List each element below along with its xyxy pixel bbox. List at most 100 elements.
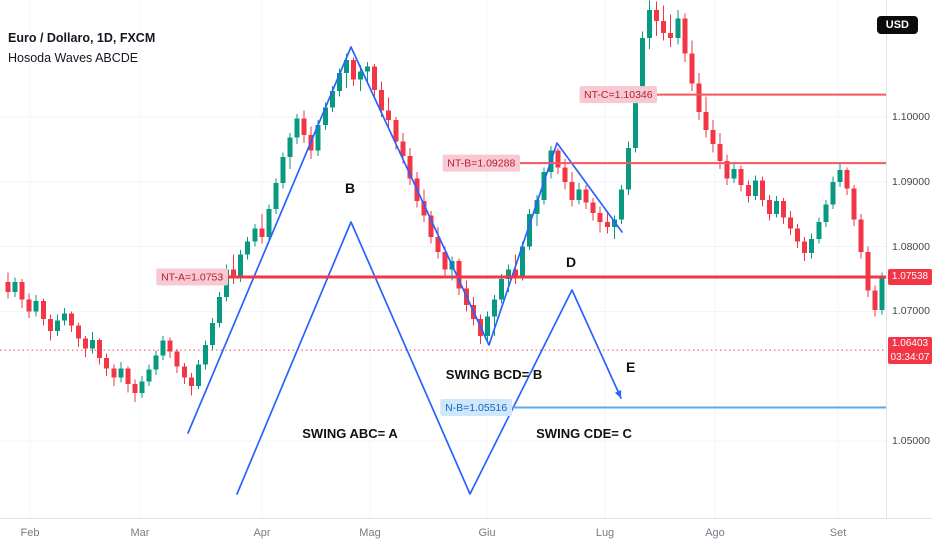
candle-body — [506, 269, 512, 279]
candle-body — [259, 228, 265, 237]
price-wave[interactable] — [187, 46, 623, 434]
candle-body — [428, 215, 434, 237]
candle-body — [188, 377, 194, 386]
candle-body — [611, 219, 617, 228]
candle-body — [809, 238, 815, 254]
level-label-bg-NT-B — [442, 154, 520, 172]
candle-body — [745, 185, 751, 197]
candle-body — [358, 71, 363, 80]
candle-body — [217, 297, 222, 324]
price-tick: 1.09000 — [892, 175, 930, 188]
candle-body — [689, 53, 695, 84]
candle-body — [435, 236, 441, 252]
swing-annotation: SWING ABC= A — [302, 426, 398, 441]
level-label-NT-A: NT-A=1.0753 — [161, 272, 223, 284]
candle-body — [442, 251, 448, 270]
projection-wave[interactable] — [236, 221, 622, 495]
candle-body — [407, 155, 413, 179]
candle-body — [710, 129, 716, 145]
candle-body — [830, 181, 836, 205]
candle-body — [513, 269, 519, 278]
candle-body — [872, 290, 878, 311]
candle-body — [365, 66, 371, 72]
candle-body — [47, 319, 53, 331]
candle-body — [266, 209, 272, 237]
wave-letter-B: B — [345, 180, 355, 196]
candle-body — [823, 204, 829, 222]
candle-body — [372, 66, 378, 90]
level-label-NT-B: NT-B=1.09288 — [447, 158, 515, 170]
candle-body — [231, 269, 237, 278]
candle-body — [273, 183, 279, 210]
candle-body — [640, 37, 645, 92]
candle-body — [781, 201, 786, 218]
candle-body — [252, 228, 258, 242]
price-tick: 1.07000 — [892, 305, 930, 318]
candle-body — [167, 340, 173, 352]
candle-body — [209, 323, 215, 346]
candle-body — [837, 170, 843, 182]
candle-body — [654, 10, 660, 22]
level-label-bg-NT-A — [156, 268, 228, 286]
candle-body — [484, 316, 490, 337]
candle-body — [879, 276, 885, 311]
current-price-badge: 1.07538 — [888, 268, 932, 285]
candle-body — [527, 214, 533, 247]
time-tick-Ago: Ago — [705, 527, 725, 539]
price-axis[interactable]: 1.07538 1.06403 03:34:07 1.10000 1.09000 1… — [886, 0, 932, 518]
candle-body — [174, 351, 180, 367]
candle-body — [456, 260, 462, 289]
currency-toggle-button[interactable]: USD — [876, 16, 918, 34]
candle-body — [111, 368, 117, 378]
candle-body — [491, 299, 497, 317]
candle-body — [294, 118, 300, 138]
time-tick-Mag: Mag — [359, 527, 381, 539]
price-tick: 1.05000 — [892, 434, 930, 447]
candle-body — [386, 110, 392, 121]
candle-body — [802, 241, 808, 254]
time-tick-Feb: Feb — [20, 527, 40, 539]
candle-body — [245, 241, 251, 255]
time-tick-Apr: Apr — [253, 527, 271, 539]
countdown-timer: 03:34:07 — [890, 351, 930, 363]
candle-body — [76, 325, 81, 339]
symbol-title[interactable]: Euro / Dollaro, 1D, FXCM — [8, 31, 156, 45]
candle-body — [238, 254, 244, 278]
candle-body — [717, 144, 723, 162]
candle-body — [788, 217, 794, 229]
candle-body — [68, 313, 74, 326]
candle-body — [520, 246, 526, 278]
candle-body — [393, 120, 399, 142]
candle-body — [541, 172, 547, 200]
candle-body — [555, 150, 561, 168]
candle-body — [590, 202, 596, 213]
candle-body — [844, 170, 850, 189]
countdown-badge: 1.06403 03:34:07 — [888, 337, 932, 365]
candle-body — [336, 72, 342, 92]
candle-body — [632, 91, 638, 149]
candle-body — [54, 320, 60, 331]
candle-body — [104, 358, 110, 369]
candle-body — [499, 278, 504, 300]
indicator-title[interactable]: Hosoda Waves ABCDE — [8, 51, 139, 65]
candle-body — [738, 168, 744, 186]
candle-body — [421, 201, 427, 216]
candle-body — [668, 32, 674, 38]
wave-letter-E: E — [626, 359, 635, 375]
time-axis[interactable]: Feb Mar Apr Mag Giu Lug Ago Set — [0, 518, 932, 550]
candles — [5, 0, 885, 403]
candle-body — [795, 228, 801, 242]
candle-body — [350, 59, 356, 80]
level-label-N-B: N-B=1.05516 — [445, 402, 507, 414]
chart-canvas[interactable]: NT-A=1.0753 NT-B=1.09288 NT-C=1.10346 N-B=1… — [0, 0, 886, 518]
candle-body — [816, 221, 822, 239]
candle-body — [26, 299, 32, 312]
candle-body — [724, 161, 730, 179]
candle-body — [181, 366, 187, 378]
candle-body — [195, 364, 201, 386]
candle-body — [569, 181, 575, 200]
candle-body — [583, 189, 589, 203]
candle-body — [19, 282, 25, 300]
candle-body — [379, 89, 385, 111]
